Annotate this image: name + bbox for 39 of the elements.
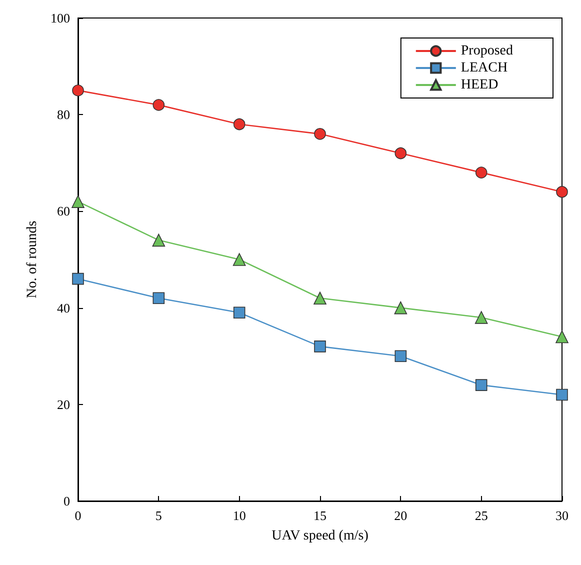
point [556, 186, 568, 198]
y-tick-label: 0 [64, 494, 70, 508]
legend-label: HEED [460, 78, 498, 92]
x-tick-label: 10 [232, 508, 246, 523]
point [556, 388, 568, 401]
y-tick-label: 20 [57, 396, 70, 412]
point [233, 118, 246, 130]
point [152, 292, 165, 304]
legend-label: LEACH [460, 60, 508, 76]
y-tick-label: 100 [50, 10, 70, 26]
x-tick-label: 25 [474, 508, 488, 523]
x-axis-title: UAV speed (m/s) [272, 528, 369, 544]
y-tick-label: 80 [57, 107, 70, 122]
point [394, 301, 408, 314]
x-tick-label: 15 [314, 508, 326, 523]
point [394, 350, 407, 362]
x-tick-label: 20 [394, 508, 408, 523]
point [152, 234, 166, 247]
point [314, 340, 326, 352]
point [72, 195, 84, 208]
x-tick-label: 0 [74, 508, 82, 523]
x-tick-label: 5 [155, 508, 162, 523]
point [475, 379, 488, 391]
point [314, 292, 326, 305]
point [556, 330, 568, 344]
y-tick-label: 40 [57, 300, 70, 316]
point [72, 84, 84, 96]
point [475, 166, 488, 178]
legend-label: Proposed [460, 44, 514, 58]
point [72, 272, 84, 285]
point [152, 99, 165, 111]
point [232, 253, 246, 266]
y-axis-title: No. of rounds [25, 220, 40, 298]
point [314, 128, 326, 140]
y-tick-label: 60 [57, 204, 70, 219]
point [233, 306, 246, 319]
point [394, 147, 407, 160]
x-tick-label: 30 [556, 508, 568, 523]
point [474, 311, 488, 324]
